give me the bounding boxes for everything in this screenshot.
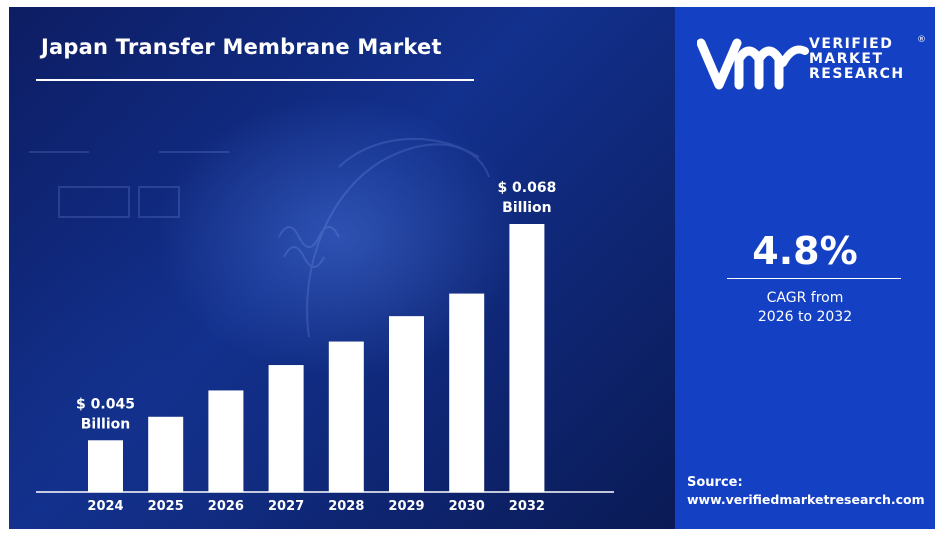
bar-2024 bbox=[88, 440, 123, 492]
data-label: Billion bbox=[502, 200, 551, 216]
brand-line: VERIFIED bbox=[809, 36, 894, 52]
vmr-logo-icon bbox=[697, 38, 809, 90]
bar-2026 bbox=[208, 390, 244, 492]
brand-name: VERIFIED MARKET RESEARCH bbox=[809, 37, 905, 82]
x-tick-label: 2032 bbox=[509, 499, 545, 514]
bar-2032 bbox=[509, 224, 545, 492]
cagr-label: CAGR from 2026 to 2032 bbox=[675, 289, 935, 327]
x-tick-label: 2024 bbox=[87, 499, 123, 514]
x-tick-label: 2028 bbox=[328, 499, 364, 514]
source-title: Source: bbox=[687, 475, 743, 490]
chart-panel: Japan Transfer Membrane Market 2024 2025 2… bbox=[9, 7, 675, 529]
infographic: Japan Transfer Membrane Market 2024 2025 2… bbox=[9, 7, 935, 529]
source-url[interactable]: www.verifiedmarketresearch.com bbox=[687, 492, 925, 507]
cagr-divider bbox=[727, 278, 901, 279]
registered-mark: ® bbox=[917, 35, 926, 45]
x-tick-label: 2025 bbox=[148, 499, 184, 514]
x-tick-label: 2029 bbox=[388, 499, 424, 514]
cagr-label-line: CAGR from bbox=[766, 290, 844, 306]
bar-2028 bbox=[328, 341, 364, 492]
cagr-label-line: 2026 to 2032 bbox=[757, 309, 853, 325]
brand-line: RESEARCH bbox=[809, 66, 905, 82]
cagr-value: 4.8% bbox=[752, 229, 858, 273]
data-label: $ 0.068 bbox=[497, 180, 556, 196]
data-label: Billion bbox=[81, 416, 130, 432]
data-label: $ 0.045 bbox=[76, 396, 135, 412]
bar-2025 bbox=[148, 416, 184, 492]
bar-2027 bbox=[268, 365, 304, 492]
x-tick-label: 2030 bbox=[449, 499, 485, 514]
bar-2029 bbox=[389, 316, 424, 492]
brand-line: MARKET bbox=[809, 51, 884, 67]
chart-title: Japan Transfer Membrane Market bbox=[41, 35, 442, 59]
bar-2030 bbox=[449, 293, 485, 492]
bar-chart: 2024 2025 2026 2027 2028 2029 2030 2032 $ 0.045… bbox=[36, 180, 614, 514]
background-illustration bbox=[29, 137, 490, 338]
side-panel: VERIFIED MARKET RESEARCH ® 4.8% CAGR fro… bbox=[675, 7, 935, 529]
x-tick-label: 2026 bbox=[208, 499, 244, 514]
title-underline bbox=[36, 79, 474, 81]
x-tick-label: 2027 bbox=[268, 499, 304, 514]
